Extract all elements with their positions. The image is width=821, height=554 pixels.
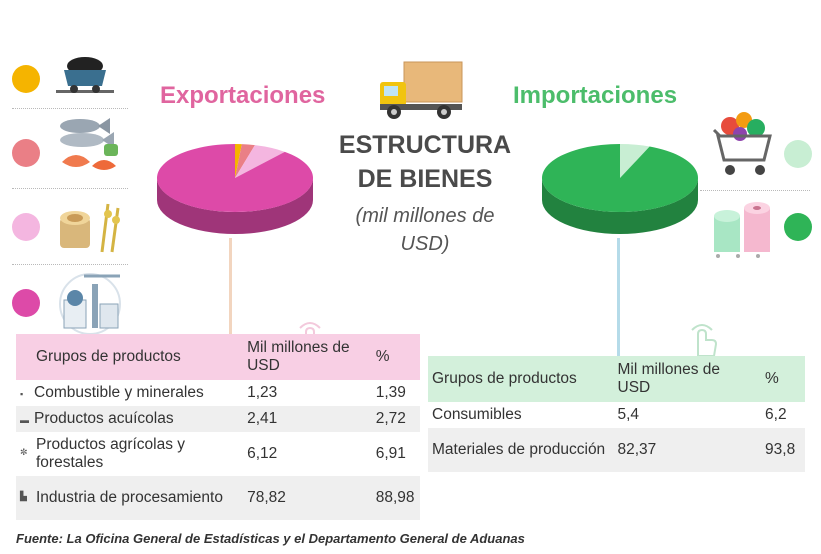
mine-cart-icon <box>56 57 114 93</box>
pie-slice <box>235 145 285 178</box>
imports-stem <box>617 238 620 356</box>
table-row: Consumibles 5,4 6,2 <box>428 402 805 428</box>
chart-heading: ESTRUCTURA DE BIENES <box>330 128 520 196</box>
legend-dot-materials <box>784 213 812 241</box>
chart-heading-line1: ESTRUCTURA <box>338 131 512 159</box>
row-value: 6,12 <box>247 445 278 462</box>
fish-seafood-icon: ▬ <box>20 415 29 425</box>
row-name: Consumibles <box>432 406 522 423</box>
table-row: Materiales de producción 82,37 93,8 <box>428 428 805 472</box>
pointing-hand-icon <box>299 322 326 353</box>
mine-cart-icon: ▪ <box>20 389 24 399</box>
row-percent: 88,98 <box>375 489 415 506</box>
source-note: Fuente: La Oficina General de Estadístic… <box>16 531 525 546</box>
divider <box>12 188 128 189</box>
chart-subheading-line1: (mil millones de <box>355 205 495 227</box>
row-value: 1,23 <box>247 384 278 401</box>
row-percent: 1,39 <box>375 384 406 401</box>
row-value: 78,82 <box>247 489 286 506</box>
pie-slice <box>235 144 255 178</box>
factory-icon <box>59 273 121 334</box>
pointing-hand-icon <box>691 324 718 357</box>
pie-side <box>542 178 698 234</box>
table-row: ▙ Industria de procesamiento 78,82 88,98 <box>16 476 420 520</box>
pie-slice <box>542 144 698 212</box>
delivery-truck-icon <box>380 61 463 119</box>
divider <box>12 264 128 265</box>
exports-title: Exportaciones <box>160 82 326 109</box>
exports-table: Grupos de productos Mil millones de USD … <box>16 334 420 520</box>
wood-grain-icon <box>60 203 120 253</box>
col-header-value: Mil millones de USD <box>617 361 721 396</box>
row-name: Combustible y minerales <box>34 384 204 401</box>
col-header-group: Grupos de productos <box>36 348 181 365</box>
table-header-row: Grupos de productos Mil millones de USD … <box>16 334 420 380</box>
row-name: Materiales de producción <box>432 441 606 458</box>
chart-heading-line2: DE BIENES <box>357 165 493 193</box>
chart-subheading: (mil millones de USD) <box>330 202 520 258</box>
row-percent: 6,91 <box>375 445 406 462</box>
wood-grain-icon: ✼ <box>20 447 28 457</box>
row-value: 5,4 <box>617 406 640 423</box>
row-value: 82,37 <box>617 441 657 458</box>
col-header-percent: % <box>765 370 779 387</box>
fabric-rolls-icon <box>714 202 770 258</box>
col-header-group: Grupos de productos <box>432 370 577 387</box>
row-value: 2,41 <box>247 410 278 427</box>
table-row: ▬ Productos acuícolas 2,41 2,72 <box>16 406 420 432</box>
divider <box>12 108 128 109</box>
table-row: ✼ Productos agrícolas y forestales 6,12 6… <box>16 432 420 476</box>
exports-pie-chart <box>157 144 313 234</box>
pie-side <box>157 178 313 234</box>
shopping-cart-icon <box>712 112 772 175</box>
legend-dot-industry <box>12 289 40 317</box>
row-name: Productos acuícolas <box>34 410 174 427</box>
imports-title: Importaciones <box>513 82 678 109</box>
row-percent: 6,2 <box>765 406 787 423</box>
col-header-percent: % <box>375 348 390 365</box>
row-name: Productos agrícolas y forestales <box>36 436 186 471</box>
pie-slice <box>157 144 313 212</box>
fish-seafood-icon <box>60 118 118 170</box>
pie-slice <box>620 144 650 178</box>
table-row: ▪ Combustible y minerales 1,23 1,39 <box>16 380 420 406</box>
row-name: Industria de procesamiento <box>36 489 223 506</box>
legend-dot-aquatic <box>12 139 40 167</box>
row-percent: 2,72 <box>375 410 406 427</box>
legend-dot-fuel <box>12 65 40 93</box>
col-header-value: Mil millones de USD <box>247 339 350 374</box>
imports-pie-chart <box>542 144 698 234</box>
factory-icon: ▙ <box>20 491 27 501</box>
imports-table: Grupos de productos Mil millones de USD … <box>428 356 805 472</box>
chart-subheading-line2: USD) <box>400 233 450 255</box>
exports-stem <box>229 238 232 336</box>
row-percent: 93,8 <box>765 441 796 458</box>
table-header-row: Grupos de productos Mil millones de USD … <box>428 356 805 402</box>
legend-dot-agri <box>12 213 40 241</box>
legend-dot-consumables <box>784 140 812 168</box>
divider <box>700 190 810 191</box>
pie-slice <box>235 144 242 178</box>
